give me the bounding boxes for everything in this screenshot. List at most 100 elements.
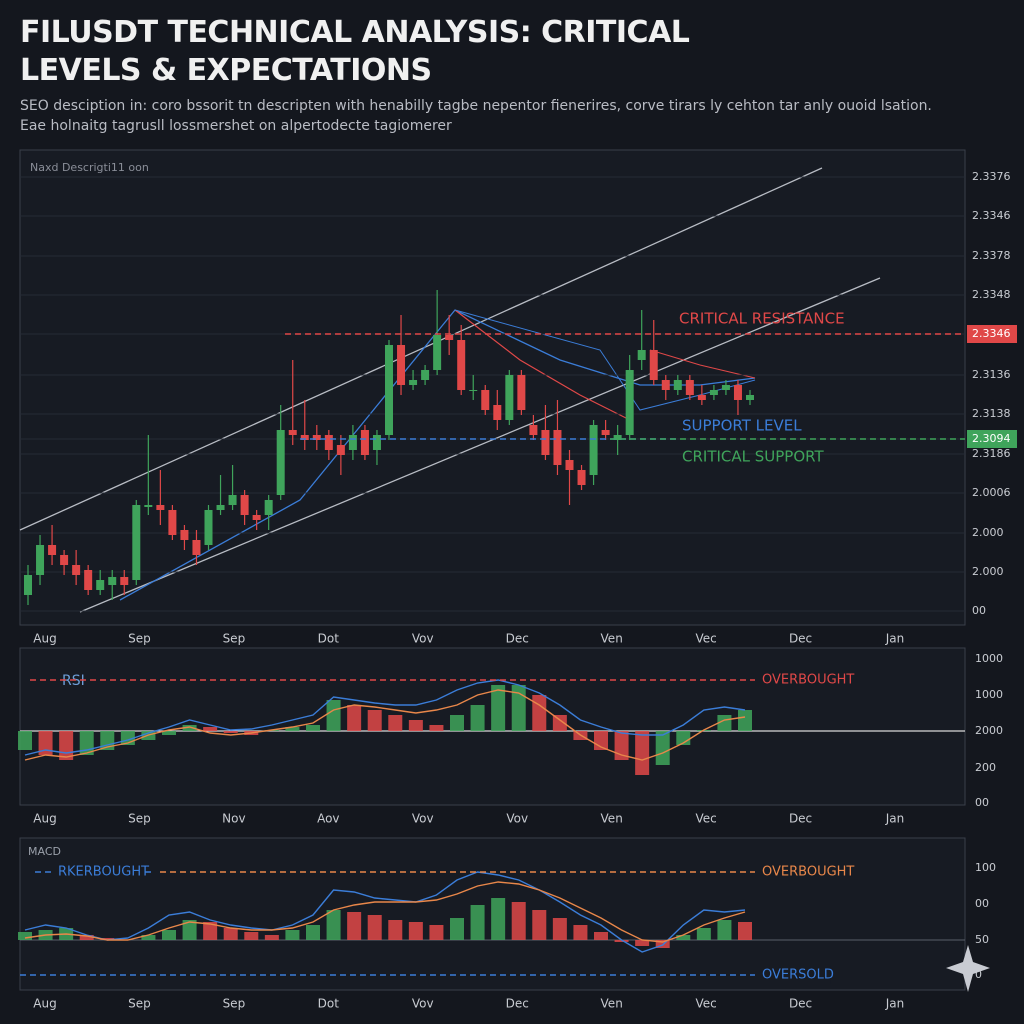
panel-title: MACD	[28, 845, 61, 858]
candle-body	[553, 430, 562, 465]
histogram-bar	[450, 715, 464, 731]
level-label: CRITICAL SUPPORT	[682, 448, 824, 466]
candle-body	[372, 435, 381, 450]
histogram-bar	[162, 731, 176, 735]
candle-body	[529, 425, 538, 435]
histogram-bar	[388, 920, 403, 940]
candle-body	[709, 390, 718, 395]
histogram-bar	[552, 918, 567, 940]
page-title: FILUSDT TECHNICAL ANALYSIS: CRITICAL LEV…	[20, 15, 690, 88]
candle-body	[180, 530, 189, 540]
candle-body	[589, 425, 598, 475]
histogram-bar	[655, 731, 670, 765]
y-tick-label: 2.3346	[972, 327, 1011, 340]
candle-body	[132, 505, 141, 580]
candle-body	[312, 435, 321, 440]
candle-body	[72, 565, 81, 575]
trend-line	[19, 167, 823, 531]
candle-body	[216, 505, 225, 510]
y-tick-label: 2.3136	[972, 368, 1011, 381]
level-label: OVERBOUGHT	[762, 673, 854, 688]
histogram-bar	[429, 925, 444, 940]
y-tick-label: 2000	[975, 724, 1003, 737]
moving-average	[454, 309, 756, 411]
price-badge	[967, 325, 1017, 343]
histogram-bar	[573, 925, 588, 940]
y-tick-label: 50	[975, 933, 989, 946]
x-tick-label: Vov	[412, 812, 434, 826]
level-label-bg	[759, 863, 847, 881]
histogram-bar	[79, 935, 94, 940]
histogram-bar	[285, 727, 300, 731]
candle-body	[445, 335, 454, 340]
x-tick-label: Dec	[789, 997, 812, 1011]
candle-body	[108, 577, 117, 585]
x-tick-label: Jan	[885, 812, 905, 826]
sparkle-icon	[946, 945, 990, 992]
candle-body	[565, 460, 574, 470]
y-tick-label: 2.3378	[972, 249, 1011, 262]
histogram-bar	[244, 932, 259, 940]
candle-body	[733, 385, 742, 400]
level-label-bg	[759, 966, 831, 984]
x-tick-label: Aug	[33, 812, 56, 826]
histogram-bar	[306, 925, 320, 940]
candle-body	[264, 500, 273, 515]
histogram-bar	[223, 731, 238, 733]
y-tick-label: 2.3376	[972, 170, 1011, 183]
price-badge	[967, 430, 1017, 448]
histogram-bar	[408, 922, 423, 940]
candle-body	[637, 350, 646, 360]
candle-body	[276, 430, 285, 495]
candle-body	[541, 430, 550, 455]
candle-body	[204, 510, 213, 545]
subtitle: Eae holnaitg tagrusll lossmershet on alp…	[20, 118, 452, 134]
y-tick-label: 2.3346	[972, 209, 1011, 222]
histogram-bar	[347, 912, 362, 940]
x-tick-label: Aug	[33, 997, 56, 1011]
candle-body	[336, 445, 345, 455]
histogram-bar	[511, 685, 526, 731]
x-tick-label: Dot	[318, 632, 340, 646]
y-tick-label: 2.3186	[972, 447, 1011, 460]
candle-body	[84, 570, 93, 590]
y-tick-label: 2.3094	[972, 432, 1011, 445]
histogram-bar	[532, 910, 547, 940]
histogram-bar	[18, 731, 32, 750]
histogram-bar	[18, 932, 32, 940]
x-tick-label: Sep	[223, 997, 246, 1011]
candle-body	[48, 545, 57, 555]
candle-body	[409, 380, 418, 385]
candle-body	[505, 375, 514, 420]
x-tick-label: Aug	[33, 632, 56, 646]
y-tick-label: 200	[975, 761, 996, 774]
candle-body	[661, 380, 670, 390]
histogram-bar	[38, 731, 53, 755]
histogram-bar	[655, 940, 670, 948]
histogram-bar	[306, 725, 320, 731]
histogram-bar	[491, 685, 506, 731]
x-tick-label: Vov	[412, 997, 434, 1011]
histogram-bar	[223, 928, 238, 940]
histogram-bar	[696, 928, 711, 940]
level-label: CRITICAL RESISTANCE	[679, 310, 845, 328]
candle-body	[685, 380, 694, 395]
histogram-bar	[408, 720, 423, 731]
x-tick-label: Dec	[506, 997, 529, 1011]
y-tick-label: 00	[975, 897, 989, 910]
x-tick-label: Sep	[223, 632, 246, 646]
x-tick-label: Dec	[789, 812, 812, 826]
panel-frame	[19, 149, 966, 626]
candle-body	[240, 495, 249, 515]
histogram-bar	[511, 902, 526, 940]
histogram-bar	[326, 700, 341, 731]
panel-title: Naxd Descrigti11 oon	[30, 161, 149, 174]
x-tick-label: Ven	[601, 812, 623, 826]
x-tick-label: Aov	[317, 812, 339, 826]
level-label: SUPPORT LEVEL	[682, 417, 802, 435]
histogram-bar	[614, 731, 629, 760]
moving-average	[454, 309, 631, 421]
x-tick-label: Ven	[601, 997, 623, 1011]
level-label-bg	[759, 671, 847, 689]
